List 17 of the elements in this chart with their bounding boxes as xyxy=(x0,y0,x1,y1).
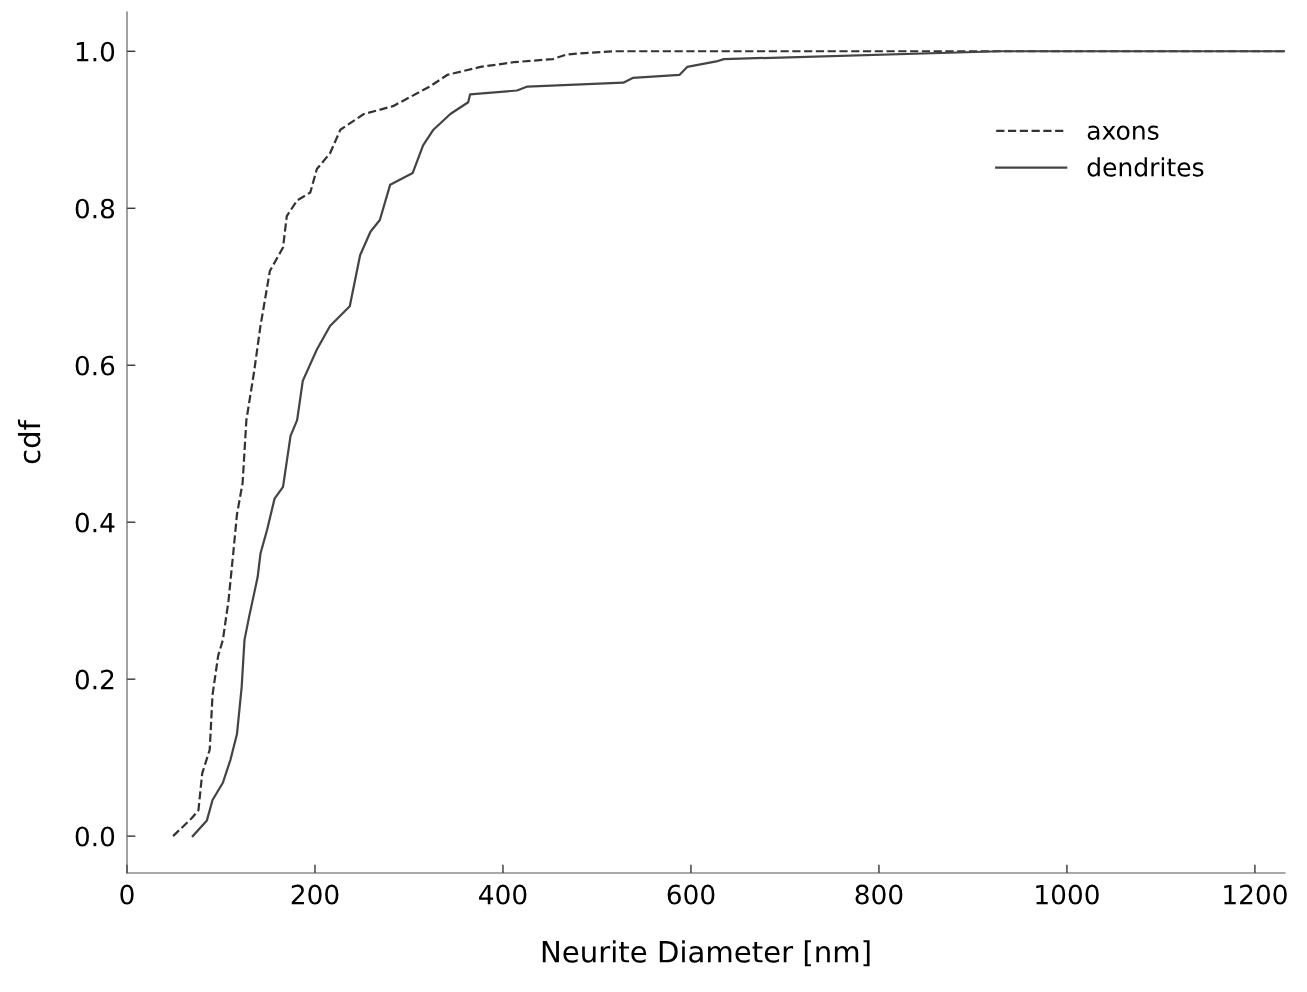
y-tick-label: 0.6 xyxy=(75,355,115,376)
y-axis-title: cdf xyxy=(17,419,41,464)
x-tick-label: 1200 xyxy=(1224,884,1287,905)
x-tick-label: 800 xyxy=(855,884,903,905)
x-tick-label: 200 xyxy=(291,884,339,905)
x-tick-label: 1000 xyxy=(1036,884,1099,905)
legend-label: axons xyxy=(1087,125,1159,140)
legend-label: dendrites xyxy=(1087,157,1204,177)
y-tick-label: 0.2 xyxy=(75,669,114,690)
y-tick-label: 0.0 xyxy=(75,826,115,847)
x-tick-label: 0 xyxy=(120,884,134,905)
y-tick-label: 0.4 xyxy=(75,512,115,533)
y-tick-label: 1.0 xyxy=(76,41,115,62)
y-tick-label: 0.8 xyxy=(75,198,115,219)
x-axis-title: Neurite Diameter [nm] xyxy=(542,940,870,967)
x-tick-label: 400 xyxy=(479,884,527,905)
x-tick-label: 600 xyxy=(667,884,715,905)
